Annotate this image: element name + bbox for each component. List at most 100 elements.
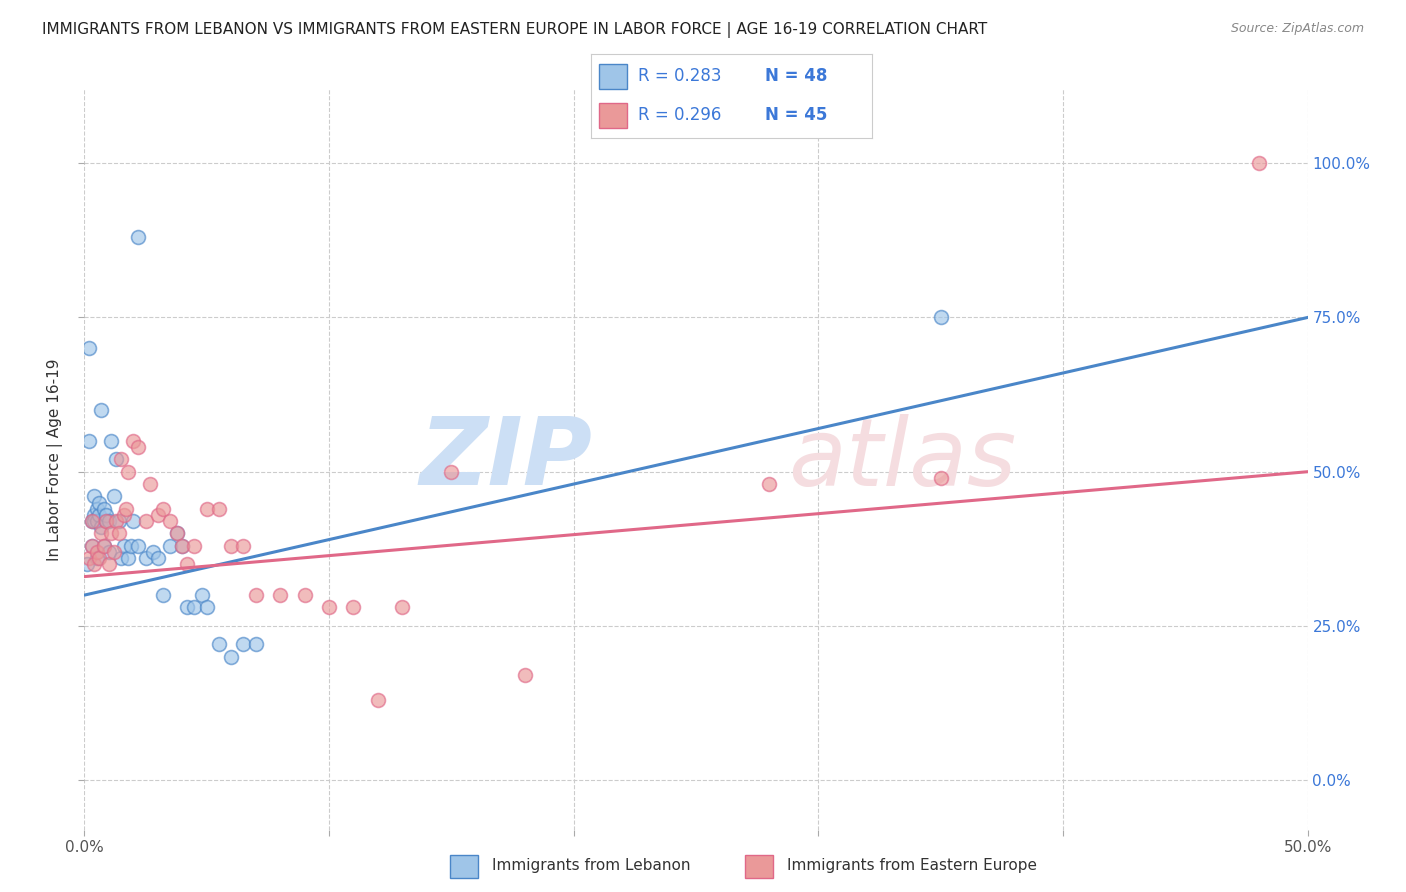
Text: R = 0.283: R = 0.283 xyxy=(638,68,721,86)
Point xyxy=(112,539,135,553)
Point xyxy=(96,508,118,522)
Point xyxy=(172,539,194,553)
Point xyxy=(83,508,105,522)
Point xyxy=(1247,156,1270,170)
Text: Immigrants from Lebanon: Immigrants from Lebanon xyxy=(492,858,690,872)
Point xyxy=(318,600,340,615)
Text: N = 45: N = 45 xyxy=(765,106,827,124)
Point xyxy=(103,545,125,559)
Point xyxy=(513,668,536,682)
Point xyxy=(93,501,115,516)
Point xyxy=(105,514,128,528)
Point xyxy=(100,434,122,448)
Text: R = 0.296: R = 0.296 xyxy=(638,106,721,124)
Point xyxy=(208,501,231,516)
Point xyxy=(83,489,105,503)
Point xyxy=(166,526,188,541)
Point xyxy=(93,539,115,553)
Point xyxy=(120,539,142,553)
Point xyxy=(77,342,100,356)
Text: Source: ZipAtlas.com: Source: ZipAtlas.com xyxy=(1230,22,1364,36)
Point xyxy=(122,514,145,528)
Point xyxy=(100,526,122,541)
Point xyxy=(208,637,231,651)
Point xyxy=(103,489,125,503)
Point xyxy=(87,551,110,566)
Point xyxy=(127,539,149,553)
Point xyxy=(77,434,100,448)
Point xyxy=(97,558,120,572)
Point xyxy=(87,495,110,509)
Point xyxy=(219,539,242,553)
Point xyxy=(86,514,108,528)
Point xyxy=(80,539,103,553)
Point xyxy=(97,545,120,559)
Point xyxy=(195,600,218,615)
Point xyxy=(391,600,413,615)
Point xyxy=(127,230,149,244)
Point xyxy=(176,600,198,615)
Point xyxy=(929,471,952,485)
Point xyxy=(367,693,389,707)
Point xyxy=(117,465,139,479)
Point xyxy=(96,514,118,528)
Point xyxy=(172,539,194,553)
Point xyxy=(929,310,952,325)
FancyBboxPatch shape xyxy=(599,63,627,89)
Point xyxy=(159,539,181,553)
Y-axis label: In Labor Force | Age 16-19: In Labor Force | Age 16-19 xyxy=(46,358,63,561)
Point xyxy=(159,514,181,528)
Point xyxy=(219,649,242,664)
Point xyxy=(90,403,112,417)
Point xyxy=(122,434,145,448)
Point xyxy=(86,501,108,516)
FancyBboxPatch shape xyxy=(745,855,773,878)
Point xyxy=(142,545,165,559)
Text: Immigrants from Eastern Europe: Immigrants from Eastern Europe xyxy=(787,858,1038,872)
Point xyxy=(115,501,138,516)
Point xyxy=(195,501,218,516)
Point xyxy=(152,501,174,516)
Point xyxy=(90,526,112,541)
Point xyxy=(87,508,110,522)
Point xyxy=(105,452,128,467)
Point xyxy=(758,477,780,491)
Point xyxy=(83,558,105,572)
Point xyxy=(176,558,198,572)
Point xyxy=(96,514,118,528)
Point xyxy=(146,551,169,566)
Point xyxy=(110,551,132,566)
FancyBboxPatch shape xyxy=(450,855,478,878)
Point xyxy=(183,600,205,615)
Point xyxy=(80,539,103,553)
Point xyxy=(127,440,149,454)
Point xyxy=(97,514,120,528)
Point xyxy=(135,551,157,566)
Point xyxy=(86,551,108,566)
Point xyxy=(90,520,112,534)
Point xyxy=(294,588,316,602)
Point xyxy=(191,588,214,602)
Point xyxy=(83,514,105,528)
FancyBboxPatch shape xyxy=(599,103,627,128)
Point xyxy=(232,637,254,651)
Point xyxy=(152,588,174,602)
Point xyxy=(76,558,98,572)
Point xyxy=(135,514,157,528)
Text: N = 48: N = 48 xyxy=(765,68,827,86)
Point xyxy=(107,526,129,541)
Point xyxy=(342,600,364,615)
Text: atlas: atlas xyxy=(787,414,1017,505)
Point xyxy=(183,539,205,553)
Point xyxy=(245,637,267,651)
Point xyxy=(245,588,267,602)
Point xyxy=(80,514,103,528)
Point xyxy=(86,545,108,559)
Text: IMMIGRANTS FROM LEBANON VS IMMIGRANTS FROM EASTERN EUROPE IN LABOR FORCE | AGE 1: IMMIGRANTS FROM LEBANON VS IMMIGRANTS FR… xyxy=(42,22,987,38)
Point xyxy=(77,551,100,566)
Point xyxy=(146,508,169,522)
Point xyxy=(117,551,139,566)
Point xyxy=(112,508,135,522)
Point xyxy=(232,539,254,553)
Point xyxy=(269,588,291,602)
